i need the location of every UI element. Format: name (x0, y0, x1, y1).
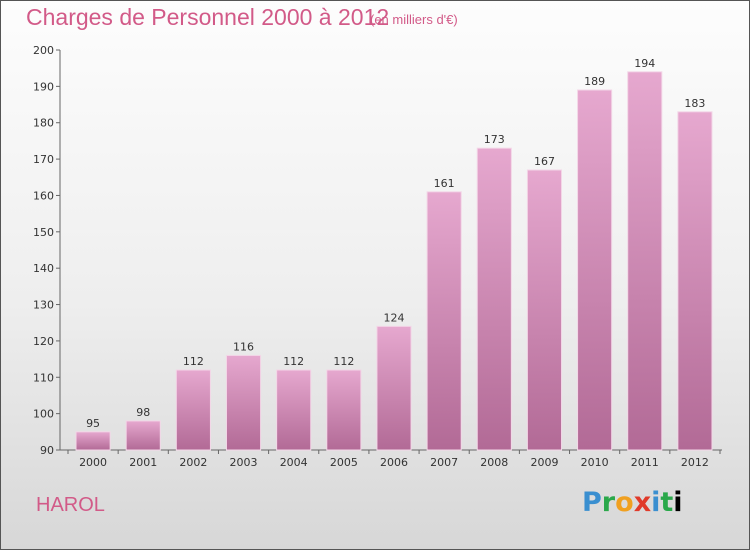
data-label-2006: 124 (384, 311, 405, 324)
data-label-2001: 98 (136, 406, 150, 419)
bar-2010 (577, 89, 613, 451)
x-tick-label: 2004 (280, 456, 308, 469)
y-tick-label: 120 (33, 335, 54, 348)
bar-2011 (627, 71, 663, 451)
x-tick-label: 2012 (681, 456, 709, 469)
y-tick-label: 100 (33, 408, 54, 421)
bar-2005 (326, 369, 362, 451)
chart-axes: 90 100 110 120 130 140 150 160 170 180 190 200 2000 2… (33, 44, 722, 469)
data-label-2002: 112 (183, 355, 204, 368)
chart-subtitle: (en milliers d'€) (370, 12, 458, 27)
logo-letter: o (615, 487, 634, 518)
logo-letter: i (673, 487, 683, 518)
y-tick-label: 90 (40, 444, 54, 457)
bar-2008 (476, 147, 512, 451)
x-tick-label: 2003 (230, 456, 258, 469)
y-tick-label: 160 (33, 189, 54, 202)
data-label-2005: 112 (333, 355, 354, 368)
x-tick-label: 2010 (581, 456, 609, 469)
data-label-2011: 194 (634, 57, 655, 70)
data-label-2010: 189 (584, 75, 605, 88)
x-tick-label: 2006 (380, 456, 408, 469)
data-label-2012: 183 (684, 97, 705, 110)
logo-letter: i (651, 487, 661, 518)
x-tick-label: 2008 (480, 456, 508, 469)
bar-2012 (677, 111, 713, 451)
logo-letter: x (633, 487, 652, 518)
x-tick-label: 2001 (129, 456, 157, 469)
x-tick-label: 2000 (79, 456, 107, 469)
chart-data-labels: 95 98 112 116 112 112 124 161 173 167 189 194 183 (86, 57, 705, 430)
logo-letter: t (660, 487, 674, 518)
x-tick-label: 2002 (179, 456, 207, 469)
data-label-2003: 116 (233, 340, 254, 353)
x-tick-label: 2011 (631, 456, 659, 469)
bar-2004 (276, 369, 312, 451)
chart-bars (75, 71, 713, 451)
y-tick-label: 180 (33, 117, 54, 130)
y-tick-label: 150 (33, 226, 54, 239)
bar-2009 (526, 169, 563, 451)
y-tick-label: 190 (33, 80, 54, 93)
bar-2007 (426, 191, 462, 451)
bar-2006 (376, 325, 412, 451)
proxiti-logo: Proxiti (582, 487, 683, 518)
data-label-2009: 167 (534, 155, 555, 168)
commune-name: HAROL (36, 494, 105, 516)
bar-2001 (125, 420, 161, 451)
logo-letter: r (601, 487, 616, 518)
y-tick-label: 130 (33, 299, 54, 312)
data-label-2008: 173 (484, 133, 505, 146)
y-tick-label: 140 (33, 262, 54, 275)
x-tick-label: 2009 (530, 456, 558, 469)
data-label-2004: 112 (283, 355, 304, 368)
chart-title: Charges de Personnel 2000 à 2012 (26, 4, 390, 30)
data-label-2007: 161 (434, 177, 455, 190)
y-tick-label: 200 (33, 44, 54, 57)
logo-letter: P (582, 487, 602, 518)
x-tick-label: 2005 (330, 456, 358, 469)
bar-2003 (225, 354, 262, 451)
data-label-2000: 95 (86, 417, 100, 430)
bar-2002 (175, 369, 211, 451)
y-tick-label: 170 (33, 153, 54, 166)
bar-2000 (75, 431, 111, 451)
y-tick-label: 110 (33, 371, 54, 384)
x-tick-label: 2007 (430, 456, 458, 469)
